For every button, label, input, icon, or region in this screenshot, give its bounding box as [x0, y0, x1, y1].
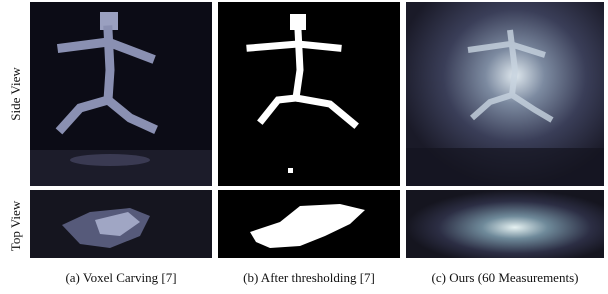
image-voxel-top: [30, 190, 212, 258]
image-ours-side: [406, 2, 604, 186]
caption: (c) Ours (60 Measurements): [432, 270, 579, 285]
image-voxel-side: [30, 2, 212, 186]
row-label: Side View: [8, 67, 23, 121]
image-threshold-top: [218, 190, 400, 258]
row-label: Top View: [8, 200, 23, 251]
image-threshold-side: [218, 2, 400, 186]
figure: Side View Top View: [0, 0, 608, 294]
image-ours-top: [406, 190, 604, 258]
page: {"rows": [{"label": "Side View"}, {"labe…: [0, 0, 608, 294]
caption: (b) After thresholding [7]: [243, 270, 375, 285]
caption: (a) Voxel Carving [7]: [65, 270, 176, 285]
